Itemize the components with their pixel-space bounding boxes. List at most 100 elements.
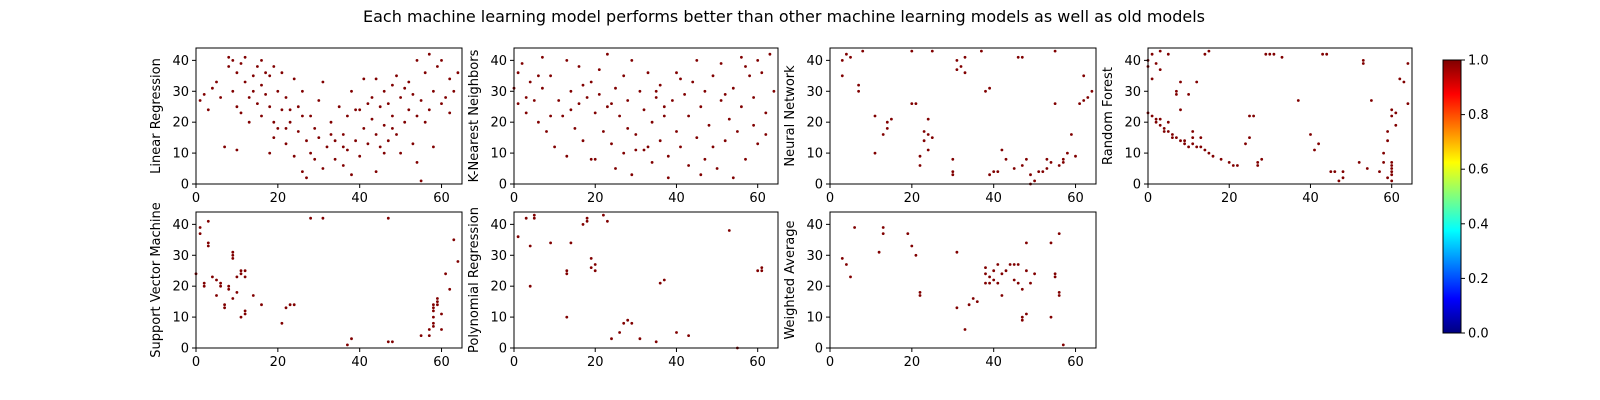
scatter-point [549,241,552,245]
scatter-point [309,151,312,155]
scatter-point [1171,136,1174,140]
axes-frame [829,211,1097,349]
scatter-point [849,55,852,59]
scatter-point [975,300,979,303]
scatter-point [296,105,300,109]
scatter-point [1057,232,1061,236]
scatter-point [432,325,435,328]
subplot-2: 0 20 40 60 0 10 20 30 40 K-Nearest Neighbors [467,47,779,206]
scatter-point [654,96,658,99]
scatter-point [581,223,585,226]
x-tick-label: 40 [668,191,685,206]
scatter-point [268,151,272,155]
scatter-point [215,294,218,297]
colorbar-gradient [1442,59,1462,334]
scatter-point [436,65,439,68]
axes-frame [195,47,463,185]
scatter-point [243,55,247,59]
scatter-point [593,157,597,161]
scatter-point [1191,130,1195,133]
scatter-point [231,297,235,300]
scatter-point [309,114,312,118]
scatter-point [1325,52,1329,56]
scatter-point [532,216,536,220]
scatter-point [1378,170,1381,174]
scatter-point [528,244,532,248]
scatter-point [610,337,613,341]
scatter-point [877,250,881,254]
scatter-point [699,105,703,109]
scatter-point [618,331,621,334]
scatter-point [881,232,885,236]
scatter-point [658,139,662,143]
scatter-point [679,77,682,81]
scatter-point [284,306,288,310]
scatter-point [646,145,650,149]
scatter-point [215,80,218,84]
scatter-point [524,111,528,115]
y-tick-label: 40 [806,218,823,233]
scatter-point [350,173,353,177]
scatter-point [528,284,532,288]
scatter-point [1390,173,1394,177]
scatter-point [333,157,337,161]
scatter-point [1370,99,1373,102]
scatter-point [1191,142,1195,146]
scatter-point [198,226,202,229]
scatter-point [1057,294,1061,297]
scatter-point [346,343,349,347]
scatter-point [1049,241,1053,245]
scatter-point [857,89,860,93]
scatter-point [386,340,390,344]
scatter-point [1150,52,1154,56]
scatter-point [272,136,276,140]
scatter-point [382,89,386,93]
scatter-point [638,89,642,93]
scatter-point [764,133,768,136]
scatter-point [1183,142,1186,146]
scatter-point [1317,142,1320,146]
scatter-point [1227,161,1231,164]
scatter-series [198,52,460,183]
scatter-point [1012,278,1016,282]
scatter-point [448,111,452,115]
subplot-grid: 0 20 40 60 0 10 20 30 40 Linear Regression 0 20 40 60… [149,47,1413,370]
scatter-point [918,294,922,297]
scatter-point [415,161,419,164]
scatter-point [638,337,642,341]
scatter-point [239,272,243,276]
scatter-point [597,68,601,71]
scatter-point [239,111,243,115]
scatter-point [268,74,272,78]
scatter-point [436,303,439,307]
scatter-point [399,96,402,99]
y-axis-label: Neural Network [783,65,798,167]
scatter-point [1390,164,1394,167]
scatter-point [1195,145,1199,149]
scatter-point [565,154,569,158]
scatter-point [386,216,390,220]
scatter-point [1020,287,1024,291]
scatter-point [354,139,357,143]
scatter-point [541,86,544,90]
scatter-point [626,126,630,130]
scatter-point [386,139,390,143]
scatter-point [1175,136,1178,140]
scatter-point [736,130,739,133]
scatter-point [362,77,366,81]
scatter-point [370,96,374,99]
scatter-point [341,133,345,136]
scatter-point [666,154,670,158]
scatter-point [198,99,202,102]
x-tick-label: 60 [433,355,450,370]
scatter-point [415,59,419,62]
scatter-point [748,74,751,78]
scatter-point [918,154,922,158]
scatter-point [1020,55,1024,59]
y-tick-label: 20 [172,280,189,295]
scatter-point [845,263,848,266]
scatter-point [1179,139,1182,143]
colorbar-tick-label: 0.6 [1468,163,1489,178]
scatter-point [918,164,922,167]
scatter-point [955,68,959,71]
